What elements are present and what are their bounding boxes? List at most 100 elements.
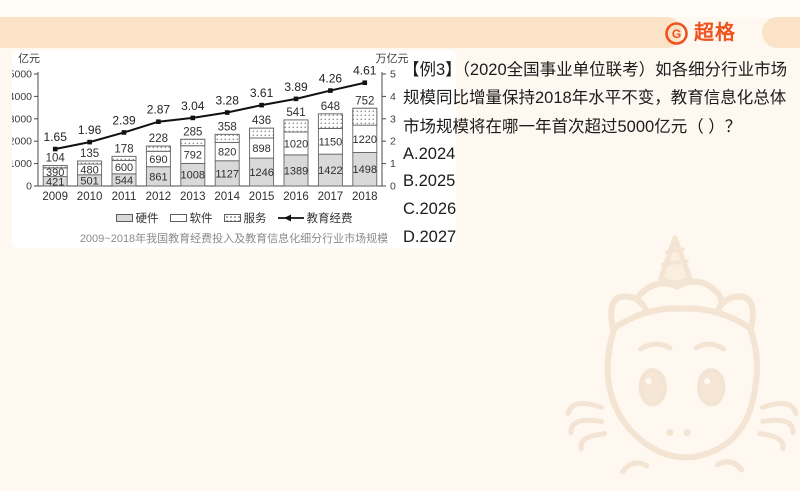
svg-text:G: G bbox=[672, 27, 681, 41]
svg-text:3: 3 bbox=[390, 113, 396, 125]
svg-text:4000: 4000 bbox=[12, 91, 32, 103]
top-strip bbox=[0, 0, 800, 17]
svg-text:3.28: 3.28 bbox=[216, 94, 240, 108]
svg-text:480: 480 bbox=[80, 164, 98, 176]
svg-text:2000: 2000 bbox=[12, 136, 32, 148]
legend-item-dotted: 服务 bbox=[223, 210, 267, 226]
unicorn-nostril-left bbox=[666, 429, 674, 437]
svg-text:285: 285 bbox=[183, 126, 202, 138]
svg-text:2015: 2015 bbox=[249, 191, 275, 203]
svg-text:1.65: 1.65 bbox=[44, 130, 68, 144]
svg-text:861: 861 bbox=[149, 171, 167, 183]
svg-text:752: 752 bbox=[355, 95, 374, 107]
unicorn-eye-left bbox=[638, 368, 667, 407]
unicorn-brow-left bbox=[638, 341, 673, 352]
question-block: 【例3】（2020全国事业单位联考）如各细分行业市场规模同比增量保持2018年水… bbox=[403, 56, 796, 251]
svg-text:501: 501 bbox=[80, 175, 98, 187]
svg-text:4: 4 bbox=[390, 91, 396, 103]
chart-title: 2009~2018年我国教育经费投入及教育信息化细分行业市场规模 bbox=[79, 233, 389, 245]
svg-text:2: 2 bbox=[390, 136, 396, 148]
option-d[interactable]: D.2027 bbox=[403, 227, 457, 246]
svg-text:544: 544 bbox=[115, 175, 133, 187]
unicorn-nostril-right bbox=[683, 429, 691, 437]
chart-legend: 硬件 软件 服务 教育经费 bbox=[12, 210, 456, 226]
svg-text:2.87: 2.87 bbox=[147, 103, 171, 117]
svg-text:3.61: 3.61 bbox=[250, 86, 274, 100]
svg-text:4.61: 4.61 bbox=[353, 64, 377, 78]
svg-text:1220: 1220 bbox=[353, 134, 377, 146]
svg-text:2011: 2011 bbox=[112, 191, 137, 203]
svg-text:4.26: 4.26 bbox=[319, 72, 343, 86]
legend-item-white: 软件 bbox=[169, 210, 213, 226]
svg-text:3.04: 3.04 bbox=[181, 99, 205, 113]
header-band-right bbox=[762, 17, 800, 48]
slide: G 超格 0 1000 2000 3000 4000 5000 0 1 2 3 4 5 亿元 万亿元 421… bbox=[0, 0, 800, 475]
svg-text:898: 898 bbox=[252, 143, 270, 155]
legend-item-line: 教育经费 bbox=[277, 210, 353, 226]
svg-text:135: 135 bbox=[80, 148, 99, 160]
unicorn-arms bbox=[620, 459, 744, 475]
svg-text:0: 0 bbox=[390, 181, 396, 193]
svg-text:1422: 1422 bbox=[318, 165, 342, 177]
svg-text:1000: 1000 bbox=[12, 158, 32, 170]
unicorn-eye-right bbox=[697, 368, 726, 407]
svg-text:1008: 1008 bbox=[181, 170, 205, 182]
svg-text:5: 5 bbox=[390, 69, 396, 81]
svg-text:2016: 2016 bbox=[283, 191, 309, 203]
unicorn-brow-right bbox=[693, 341, 726, 352]
svg-text:2014: 2014 bbox=[214, 191, 240, 203]
line-swatch-icon bbox=[277, 214, 304, 222]
svg-text:2018: 2018 bbox=[352, 191, 378, 203]
option-a[interactable]: A.2024 bbox=[403, 144, 456, 163]
svg-text:1127: 1127 bbox=[215, 168, 239, 180]
svg-text:3000: 3000 bbox=[12, 113, 32, 125]
svg-text:2013: 2013 bbox=[180, 191, 206, 203]
svg-text:2010: 2010 bbox=[77, 191, 103, 203]
svg-text:1389: 1389 bbox=[284, 165, 308, 177]
legend-item-gray: 硬件 bbox=[115, 210, 159, 226]
unicorn-mascot-watermark bbox=[556, 234, 800, 486]
svg-text:1.96: 1.96 bbox=[78, 123, 102, 137]
svg-text:421: 421 bbox=[46, 176, 64, 188]
svg-text:1: 1 bbox=[390, 158, 396, 170]
question-text: 【例3】（2020全国事业单位联考）如各细分行业市场规模同比增量保持2018年水… bbox=[403, 61, 788, 136]
brand-name: 超格 bbox=[694, 22, 736, 44]
brand-logo: G 超格 bbox=[664, 20, 736, 46]
svg-text:820: 820 bbox=[218, 147, 236, 159]
svg-text:228: 228 bbox=[149, 133, 168, 145]
svg-text:0: 0 bbox=[26, 181, 32, 193]
dotted-swatch-icon bbox=[223, 214, 241, 222]
svg-text:541: 541 bbox=[286, 107, 305, 119]
unicorn-wing-right bbox=[757, 400, 799, 452]
option-b[interactable]: B.2025 bbox=[403, 172, 456, 191]
svg-text:1498: 1498 bbox=[353, 164, 377, 176]
g-circle-icon: G bbox=[664, 21, 689, 46]
svg-text:5000: 5000 bbox=[12, 69, 32, 81]
svg-text:358: 358 bbox=[218, 121, 237, 133]
svg-text:390: 390 bbox=[46, 167, 64, 179]
gray-swatch-icon bbox=[115, 214, 133, 222]
svg-text:1246: 1246 bbox=[249, 167, 273, 179]
svg-text:2012: 2012 bbox=[146, 191, 172, 203]
header-band-left bbox=[0, 17, 682, 48]
svg-text:690: 690 bbox=[149, 154, 167, 166]
svg-text:600: 600 bbox=[115, 162, 133, 174]
svg-text:104: 104 bbox=[46, 153, 66, 165]
svg-text:792: 792 bbox=[184, 150, 202, 162]
svg-text:3.89: 3.89 bbox=[284, 80, 308, 94]
white-swatch-icon bbox=[169, 214, 187, 222]
option-c[interactable]: C.2026 bbox=[403, 200, 457, 219]
svg-text:万亿元: 万亿元 bbox=[376, 52, 409, 65]
svg-text:2017: 2017 bbox=[318, 191, 344, 203]
svg-text:178: 178 bbox=[114, 143, 133, 155]
svg-text:亿元: 亿元 bbox=[18, 52, 40, 65]
unicorn-wing-left bbox=[565, 400, 607, 452]
svg-text:2.39: 2.39 bbox=[112, 113, 136, 127]
svg-text:648: 648 bbox=[321, 101, 340, 113]
svg-text:1020: 1020 bbox=[284, 138, 308, 150]
svg-text:2009: 2009 bbox=[42, 191, 68, 203]
unicorn-head bbox=[604, 305, 760, 461]
svg-text:1150: 1150 bbox=[319, 136, 343, 148]
